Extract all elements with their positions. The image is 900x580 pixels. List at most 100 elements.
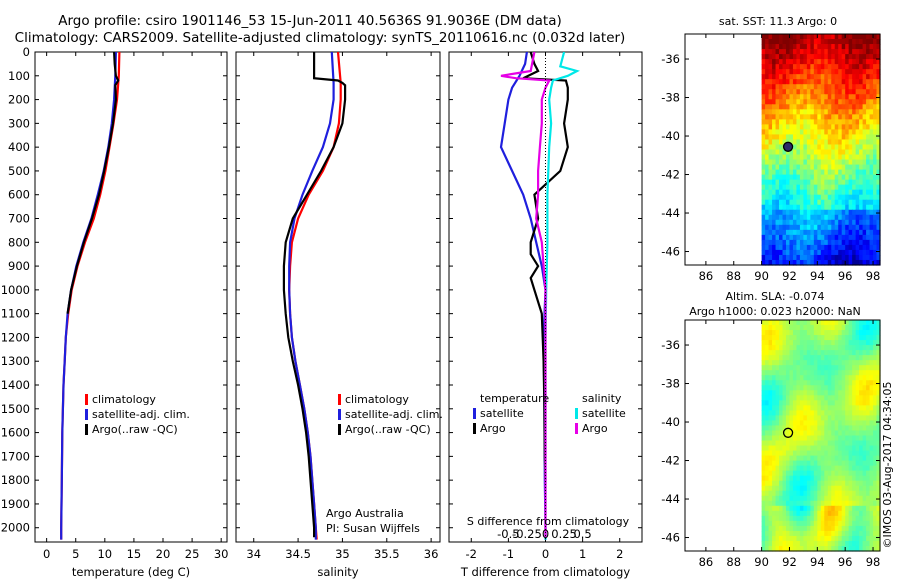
map-cell [785,450,791,457]
map-cell [810,109,815,115]
map-cell [838,44,843,50]
map-cell [827,94,832,100]
map-cell [775,219,780,226]
map-cell [848,440,853,447]
map-cell [813,114,818,120]
map-cell [873,124,878,131]
map-cell [803,435,808,442]
map-cell [852,154,857,161]
legend-swatch [85,409,88,420]
map-cell [785,109,791,115]
map-cell [827,144,832,151]
map-cell [796,189,801,196]
map-cell [876,515,881,522]
map-cell [785,465,791,472]
map-cell [873,355,878,361]
map-cell [820,440,825,447]
map-cell [845,495,850,502]
map-cell [799,535,804,542]
map-cell [765,350,770,356]
map-cell [873,224,878,231]
map-cell [817,520,822,527]
map-cell [806,535,811,542]
map-cell [855,320,860,326]
map-cell [827,114,832,120]
map-cell [775,224,780,231]
map-cell [806,485,811,492]
map-cell [792,149,798,156]
map-cell [796,455,801,462]
map-cell [841,510,846,517]
map-cell [810,460,815,467]
y-tick-label: -38 [661,377,680,391]
map-cell [848,154,853,161]
map-cell [838,470,843,477]
map-cell [841,390,846,396]
map-cell [848,415,853,422]
map-cell [785,445,791,452]
map-cell [820,84,825,90]
map-cell [792,385,798,391]
map-cell [782,435,787,442]
map-cell [799,340,804,346]
map-cell [806,239,811,246]
map-cell [855,244,860,251]
map-cell [848,114,853,120]
map-cell [810,445,815,452]
map-cell [768,94,773,100]
map-cell [834,430,839,437]
map-cell [824,249,829,256]
map-cell [803,259,808,266]
map-cell [761,169,766,176]
map-cell [768,84,773,90]
map-cell [775,79,780,85]
map-cell [873,505,878,512]
map-cell [820,89,825,95]
map-cell [792,84,798,90]
map-cell [789,154,794,161]
map-cell [761,179,766,186]
map-cell [761,350,766,356]
map-cell [772,545,777,552]
map-cell [869,259,874,266]
map-cell [761,435,766,442]
map-cell [866,189,871,196]
map-cell [869,74,874,80]
map-cell [862,520,867,527]
map-cell [838,159,843,166]
map-cell [859,445,864,452]
map-cell [782,510,787,517]
map-cell [765,209,770,216]
map-cell [806,174,811,181]
map-cell [827,420,832,427]
map-cell [810,239,815,246]
x-tick-label: 15 [127,547,142,561]
map-cell [862,119,867,125]
map-cell [813,99,818,105]
map-cell [869,435,874,442]
map-cell [772,149,777,156]
map-cell [845,154,850,161]
map-cell [852,515,857,522]
map-cell [768,415,773,422]
map-cell [792,520,798,527]
map-cell [852,214,857,221]
map-cell [785,440,791,447]
map-cell [779,385,784,391]
map-cell [866,159,871,166]
map-cell [845,375,850,381]
map-cell [869,229,874,236]
map-cell [869,94,874,100]
map-cell [831,239,836,246]
map-cell [772,495,777,502]
map-cell [845,505,850,512]
map-cell [831,375,836,381]
map-cell [817,355,822,361]
map-cell [772,64,777,70]
map-cell [789,189,794,196]
map-cell [792,249,798,256]
map-cell [799,460,804,467]
map-cell [765,44,770,50]
map-cell [796,375,801,381]
map-cell [873,320,878,326]
